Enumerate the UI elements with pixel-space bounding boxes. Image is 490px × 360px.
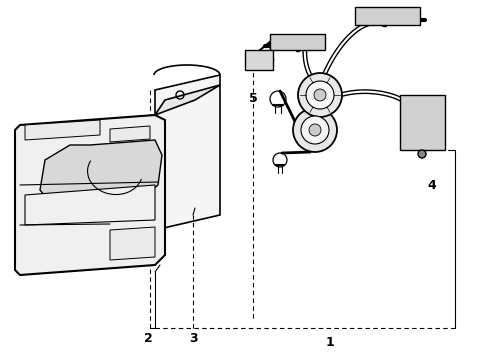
Polygon shape bbox=[155, 75, 220, 230]
Polygon shape bbox=[355, 7, 420, 25]
Circle shape bbox=[309, 124, 321, 136]
Circle shape bbox=[418, 150, 426, 158]
Polygon shape bbox=[155, 85, 220, 115]
Text: 5: 5 bbox=[248, 91, 257, 104]
Polygon shape bbox=[245, 50, 273, 70]
Polygon shape bbox=[40, 140, 162, 205]
Polygon shape bbox=[110, 126, 150, 142]
Polygon shape bbox=[25, 185, 155, 225]
Polygon shape bbox=[25, 120, 100, 140]
Circle shape bbox=[306, 81, 334, 109]
Circle shape bbox=[301, 116, 329, 144]
Text: 2: 2 bbox=[144, 332, 152, 345]
Circle shape bbox=[298, 73, 342, 117]
Text: 3: 3 bbox=[189, 332, 197, 345]
Polygon shape bbox=[15, 115, 165, 275]
Text: 4: 4 bbox=[428, 179, 437, 192]
Polygon shape bbox=[270, 34, 325, 50]
Circle shape bbox=[314, 89, 326, 101]
Polygon shape bbox=[110, 227, 155, 260]
Circle shape bbox=[293, 108, 337, 152]
Polygon shape bbox=[400, 95, 445, 150]
Text: 1: 1 bbox=[326, 336, 334, 348]
